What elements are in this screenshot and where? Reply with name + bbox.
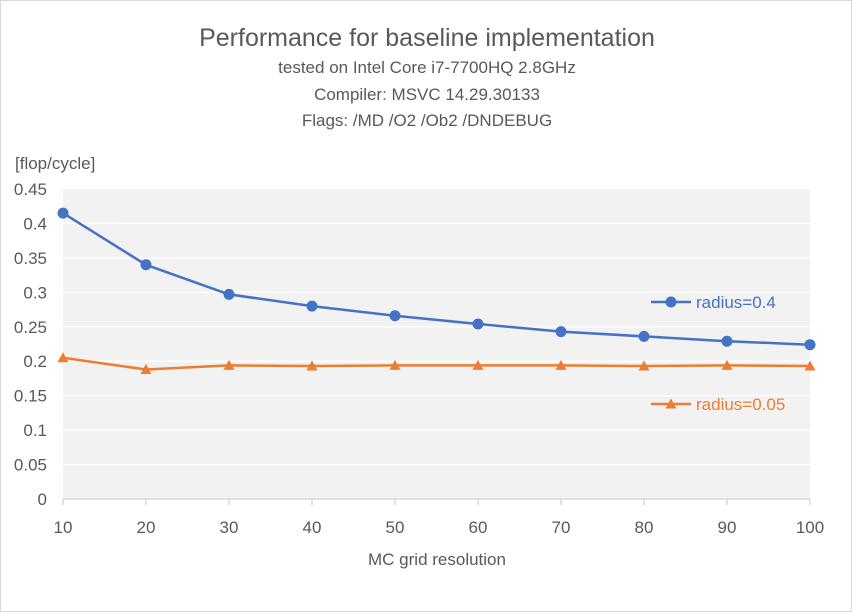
y-tick-label: 0.15 xyxy=(14,387,47,406)
data-point-marker xyxy=(57,207,69,219)
data-point-marker xyxy=(555,326,567,338)
legend-label-radius-0-4: radius=0.4 xyxy=(696,293,776,312)
data-point-marker xyxy=(140,259,152,271)
y-tick-label: 0.05 xyxy=(14,456,47,475)
series-line-2 xyxy=(62,356,811,371)
data-point-marker xyxy=(140,363,152,374)
grid-layer xyxy=(63,188,810,500)
data-point-marker xyxy=(804,339,816,351)
y-tick-label: 0.35 xyxy=(14,249,47,268)
chart-subtitle-line-2: Compiler: MSVC 14.29.30133 xyxy=(314,85,540,104)
chart-subtitle-line-3: Flags: /MD /O2 /Ob2 /DNDEBUG xyxy=(302,111,552,130)
chart-subtitle-line-1: tested on Intel Core i7-7700HQ 2.8GHz xyxy=(278,58,576,77)
data-point-marker xyxy=(306,300,318,312)
data-point-marker xyxy=(638,360,650,371)
data-point-marker xyxy=(721,335,733,347)
legend-label-radius-0-05: radius=0.05 xyxy=(696,395,785,414)
data-point-marker xyxy=(223,288,235,300)
y-tick-label: 0.3 xyxy=(23,283,47,302)
x-tick-label: 30 xyxy=(220,518,239,537)
legend-marker-radius-0-4 xyxy=(665,296,677,308)
x-tick-label: 100 xyxy=(796,518,824,537)
x-tick-label: 80 xyxy=(635,518,654,537)
data-point-marker xyxy=(389,359,401,370)
x-tick-label: 50 xyxy=(386,518,405,537)
data-point-marker xyxy=(638,330,650,342)
y-tick-label: 0.45 xyxy=(14,180,47,199)
y-tick-label: 0.25 xyxy=(14,318,47,337)
y-tick-label: 0.1 xyxy=(23,421,47,440)
tick-layer: 0 0.05 0.1 0.15 0.2 0.25 0.3 0.35 0.4 0.45 10 20 30 4… xyxy=(14,180,824,537)
data-point-marker xyxy=(721,359,733,370)
legend-marker-radius-0-05 xyxy=(665,398,677,409)
data-point-marker xyxy=(223,359,235,370)
y-tick-label: 0.4 xyxy=(23,214,47,233)
x-tick-label: 70 xyxy=(552,518,571,537)
data-point-marker xyxy=(472,318,484,330)
y-tick-label: 0 xyxy=(38,490,47,509)
chart-title: Performance for baseline implementation xyxy=(199,24,655,52)
x-tick-label: 10 xyxy=(54,518,73,537)
data-point-marker xyxy=(389,310,401,322)
x-tick-label: 60 xyxy=(469,518,488,537)
x-tick-label: 20 xyxy=(137,518,156,537)
data-point-marker xyxy=(57,352,69,363)
x-axis-label: MC grid resolution xyxy=(368,550,506,569)
y-tick-label: 0.2 xyxy=(23,352,47,371)
series-layer xyxy=(57,207,816,374)
legend: radius=0.4 radius=0.05 xyxy=(651,293,785,414)
data-point-marker xyxy=(306,360,318,371)
x-tick-label: 90 xyxy=(718,518,737,537)
x-tick-label: 40 xyxy=(303,518,322,537)
plot-area xyxy=(63,189,810,499)
data-point-marker xyxy=(555,359,567,370)
y-axis-label: [flop/cycle] xyxy=(15,154,95,173)
series-line-1 xyxy=(62,212,811,346)
data-point-marker xyxy=(804,360,816,371)
data-point-marker xyxy=(472,359,484,370)
